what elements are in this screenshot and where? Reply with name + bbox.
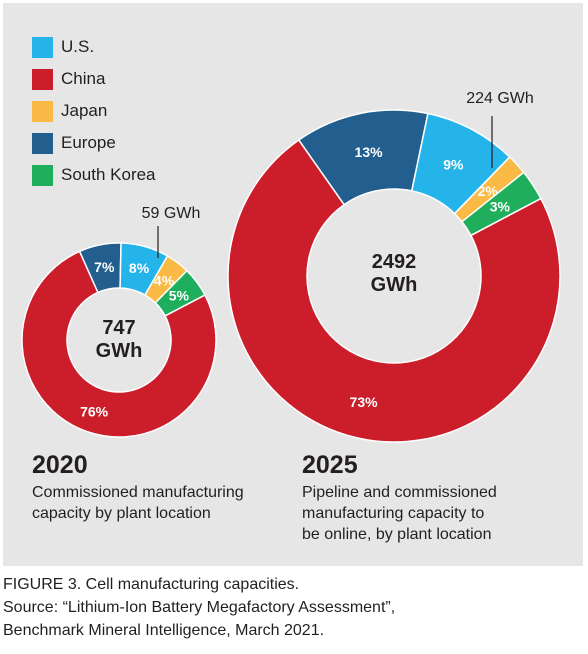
legend-swatch xyxy=(32,68,53,90)
legend-label: Europe xyxy=(61,133,116,152)
legend-swatch xyxy=(32,164,53,186)
slice-label-2025-japan: 2% xyxy=(478,183,499,199)
legend-swatch xyxy=(32,132,53,154)
slice-2025-china xyxy=(227,138,561,443)
slice-label-2025-south-korea: 3% xyxy=(490,199,511,215)
legend-label: South Korea xyxy=(61,165,156,184)
legend: U.S. China Japan Europe South Korea xyxy=(32,31,156,191)
center-value-2025: 2492 xyxy=(372,251,417,273)
figure-caption: FIGURE 3. Cell manufacturing capacities.… xyxy=(3,573,583,642)
year-2025-label: 2025 xyxy=(302,451,358,479)
slice-label-2025-u-s-: 9% xyxy=(443,156,464,172)
slice-label-2020-japan: 4% xyxy=(154,273,175,289)
slice-label-2020-europe: 7% xyxy=(94,259,115,275)
description-2020: Commissioned manufacturing capacity by p… xyxy=(32,484,244,522)
slice-label-2025-europe: 13% xyxy=(355,144,384,160)
center-unit-2025: GWh xyxy=(371,274,418,296)
center-value-2020: 747 xyxy=(102,317,135,339)
legend-swatch xyxy=(32,36,53,58)
legend-label: China xyxy=(61,69,106,88)
year-2020-label: 2020 xyxy=(32,451,88,479)
callout-2025: 224 GWh xyxy=(466,90,534,107)
caption-source-detail: Benchmark Mineral Intelligence, March 20… xyxy=(3,622,325,639)
caption-source: Source: “Lithium-Ion Battery Megafactory… xyxy=(3,599,396,616)
slice-label-2020-south-korea: 5% xyxy=(169,288,190,304)
caption-title: FIGURE 3. Cell manufacturing capacities. xyxy=(3,576,300,593)
center-unit-2020: GWh xyxy=(96,340,143,362)
slice-label-2020-china: 76% xyxy=(80,403,109,419)
callout-2020: 59 GWh xyxy=(142,205,201,222)
legend-swatch xyxy=(32,100,53,122)
slice-label-2025-china: 73% xyxy=(350,394,379,410)
description-2025: Pipeline and commissioned manufacturing … xyxy=(302,484,497,543)
slice-2020-china xyxy=(21,250,217,438)
legend-label: U.S. xyxy=(61,37,95,56)
legend-item-u-s: U.S. xyxy=(32,31,156,63)
legend-item-europe: Europe xyxy=(32,127,156,159)
legend-item-japan: Japan xyxy=(32,95,156,127)
legend-item-china: China xyxy=(32,63,156,95)
legend-label: Japan xyxy=(61,101,108,120)
slice-label-2020-u-s-: 8% xyxy=(129,260,150,276)
legend-item-south-korea: South Korea xyxy=(32,159,156,191)
